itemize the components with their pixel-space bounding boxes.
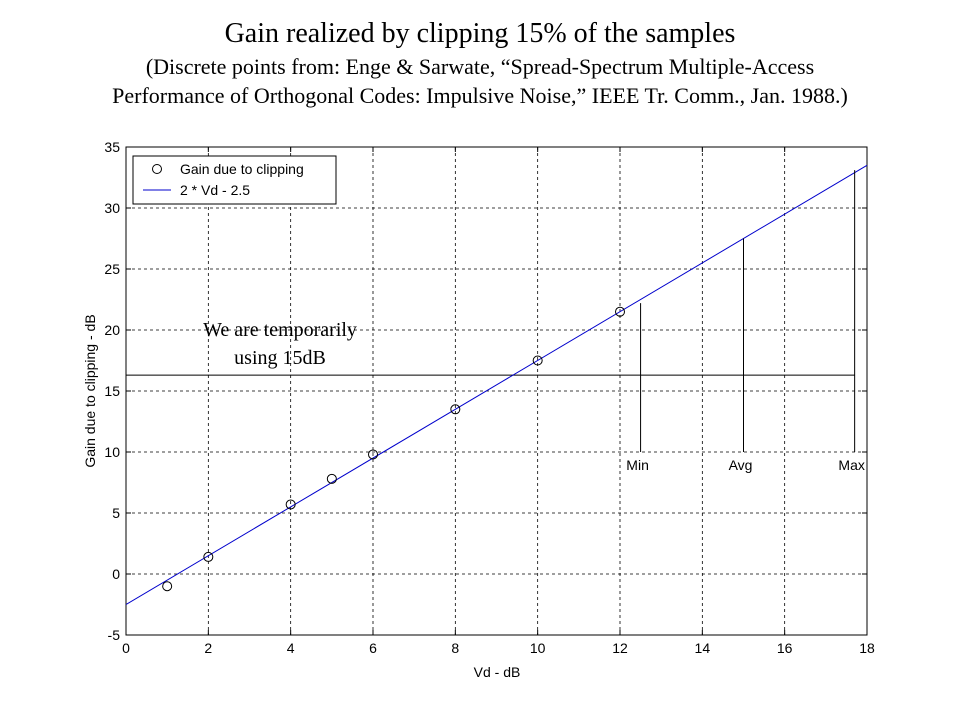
data-point (326, 473, 337, 484)
x-tick-label: 16 (777, 640, 793, 656)
legend-marker-points (152, 164, 162, 174)
y-tick-label: 10 (104, 444, 120, 460)
plot-frame (125, 146, 868, 636)
x-tick-label: 0 (122, 640, 130, 656)
data-point (615, 306, 625, 317)
legend-label-line: 2 * Vd - 2.5 (180, 182, 250, 198)
title-block: Gain realized by clipping 15% of the sam… (0, 16, 960, 110)
x-axis-label: Vd - dB (474, 664, 521, 680)
y-tick-label: -5 (108, 627, 121, 643)
fit-line (125, 164, 868, 605)
x-tick-label: 18 (859, 640, 875, 656)
x-tick-label: 6 (369, 640, 377, 656)
data-point (285, 499, 296, 510)
slide-subtitle-line1: (Discrete points from: Enge & Sarwate, “… (145, 54, 815, 79)
legend-box (132, 155, 337, 205)
x-tick-label: 2 (204, 640, 212, 656)
x-tick-label: 10 (530, 640, 546, 656)
marker-label-min: Min (626, 457, 649, 473)
y-tick-label: 0 (112, 566, 120, 582)
data-point (532, 355, 543, 366)
grid-layer (125, 146, 868, 636)
x-tick-label: 8 (451, 640, 459, 656)
x-tick-label: 12 (612, 640, 628, 656)
marker-label-max: Max (838, 457, 864, 473)
slide-title: Gain realized by clipping 15% of the sam… (224, 18, 736, 49)
y-axis-label: Gain due to clipping - dB (82, 314, 98, 467)
y-tick-label: 35 (104, 139, 120, 155)
y-tick-label: 20 (104, 322, 120, 338)
data-layer: Min Avg Max (125, 164, 868, 605)
y-tick-label: 15 (104, 383, 120, 399)
annotation-line2: using 15dB (234, 347, 326, 369)
legend-label-points: Gain due to clipping (180, 161, 304, 177)
annotation-line1: We are temporarily (203, 319, 357, 341)
y-tick-label: 30 (104, 200, 120, 216)
data-point (203, 551, 214, 562)
slide-subtitle-line2: Performance of Orthogonal Codes: Impulsi… (112, 83, 848, 108)
marker-label-avg: Avg (729, 457, 753, 473)
data-point (368, 449, 378, 460)
data-point (162, 581, 173, 592)
data-point (450, 404, 461, 415)
legend: Gain due to clipping 2 * Vd - 2.5 (132, 155, 337, 205)
y-tick-label: 5 (112, 505, 120, 521)
x-tick-label: 4 (287, 640, 295, 656)
y-tick-label: 25 (104, 261, 120, 277)
x-tick-label: 14 (695, 640, 711, 656)
